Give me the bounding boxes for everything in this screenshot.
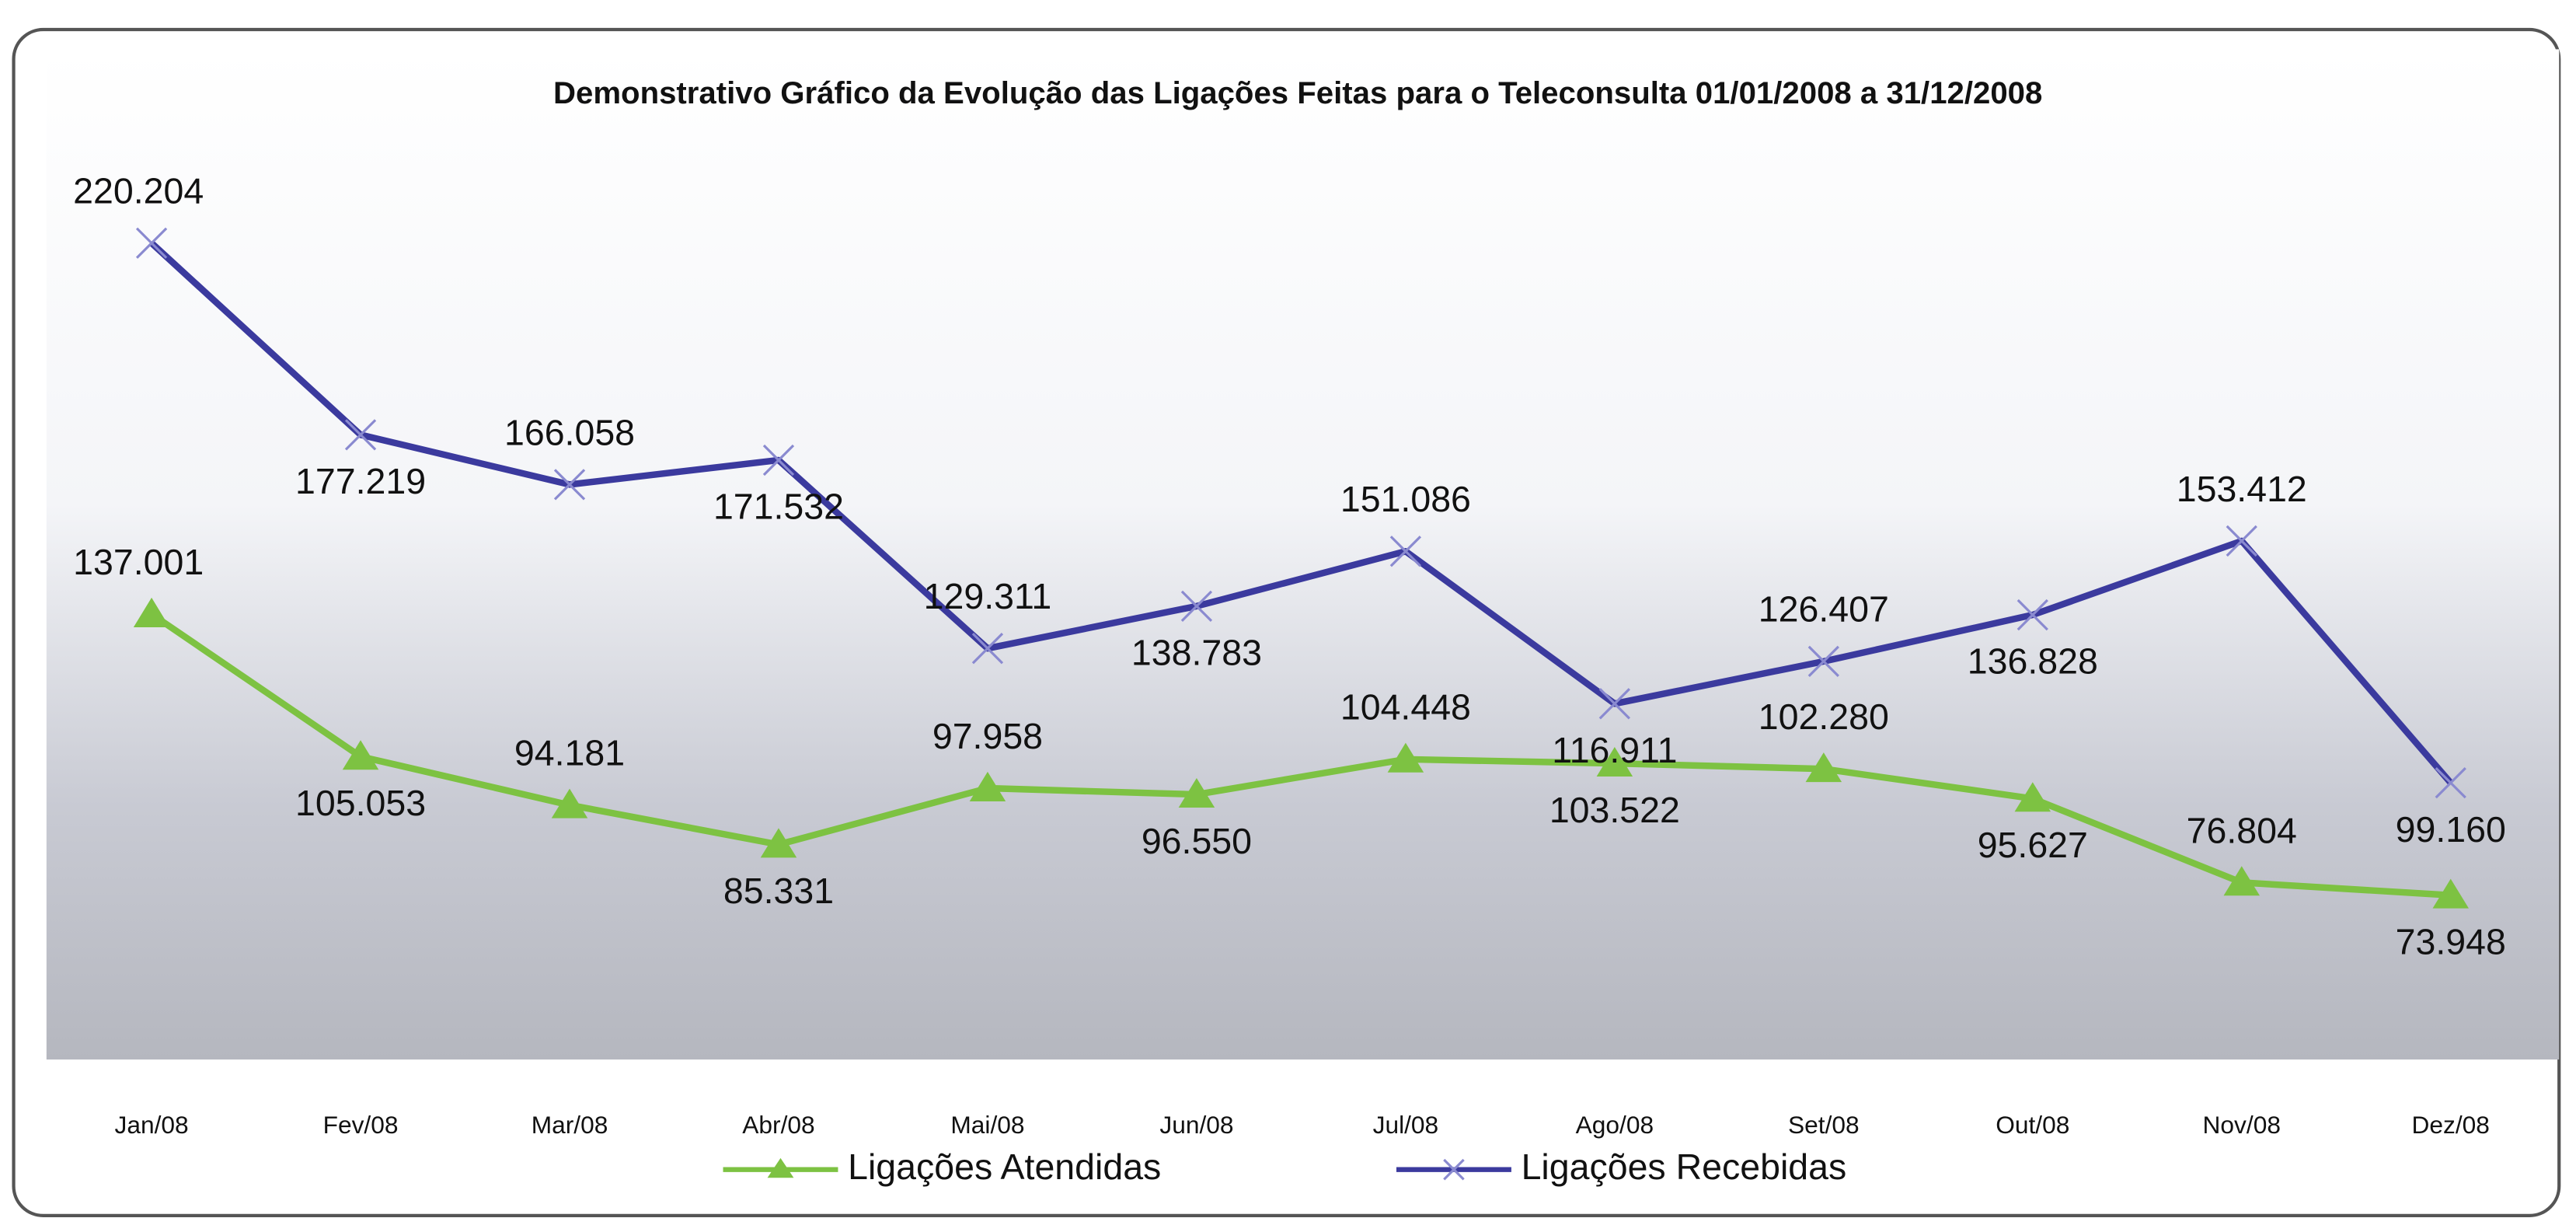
- legend-marker: [1443, 1158, 1465, 1181]
- x-tick-label: Out/08: [1996, 1111, 2069, 1139]
- x-tick-label: Abr/08: [742, 1111, 814, 1139]
- point-marker: [2432, 878, 2469, 909]
- data-label: 171.532: [713, 487, 844, 527]
- point-marker: [2226, 525, 2257, 557]
- point-marker: [2223, 866, 2261, 896]
- point-marker: [1598, 688, 1631, 720]
- data-label: 94.181: [514, 733, 625, 773]
- point-marker: [1805, 752, 1842, 783]
- data-label: 104.448: [1340, 687, 1471, 728]
- point-marker: [135, 227, 168, 259]
- x-tick-label: Fev/08: [323, 1111, 399, 1139]
- data-label: 85.331: [723, 871, 834, 911]
- series-line: [149, 240, 2453, 785]
- x-tick-label: Nov/08: [2203, 1111, 2281, 1139]
- series-line: [149, 611, 2451, 899]
- data-label: 151.086: [1340, 479, 1471, 519]
- point-marker: [1389, 536, 1422, 567]
- point-marker: [760, 828, 797, 858]
- point-marker: [2017, 599, 2048, 631]
- data-label: 136.828: [1968, 641, 2098, 682]
- data-label: 137.001: [73, 542, 204, 582]
- legend-label: Ligações Recebidas: [1522, 1146, 1847, 1187]
- chart-title: Demonstrativo Gráfico da Evolução das Li…: [553, 77, 2043, 112]
- point-marker: [1596, 746, 1633, 777]
- data-label: 99.160: [2396, 809, 2506, 850]
- legend-label: Ligações Atendidas: [848, 1146, 1161, 1187]
- x-tick-label: Ago/08: [1576, 1111, 1654, 1139]
- point-marker: [1807, 645, 1839, 677]
- data-label: 73.948: [2396, 921, 2506, 962]
- data-label: 153.412: [2177, 469, 2307, 509]
- point-marker: [762, 444, 795, 476]
- plot-area: [46, 49, 2560, 1060]
- data-label: 177.219: [295, 461, 426, 501]
- x-tick-label: Mar/08: [532, 1111, 608, 1139]
- point-marker: [1178, 777, 1215, 808]
- data-label: 103.522: [1549, 790, 1680, 830]
- data-label: 97.958: [932, 716, 1043, 756]
- data-label: 76.804: [2187, 810, 2297, 850]
- point-marker: [342, 740, 379, 770]
- data-label: 138.783: [1131, 633, 1262, 673]
- data-label: 105.053: [295, 783, 426, 823]
- point-marker: [2435, 766, 2466, 799]
- point-marker: [971, 633, 1004, 665]
- point-marker: [1387, 742, 1424, 773]
- data-label: 126.407: [1759, 589, 1889, 630]
- x-tick-label: Set/08: [1788, 1111, 1860, 1139]
- data-label: 96.550: [1142, 821, 1252, 861]
- x-tick-label: Jun/08: [1159, 1111, 1233, 1139]
- x-tick-label: Jan/08: [115, 1111, 189, 1139]
- data-label: 166.058: [504, 412, 635, 452]
- point-marker: [133, 597, 170, 627]
- point-marker: [553, 469, 586, 501]
- title-box: Demonstrativo Gráfico da Evolução das Li…: [553, 77, 2043, 112]
- point-marker: [969, 771, 1006, 801]
- data-label: 102.280: [1759, 696, 1889, 737]
- point-marker: [344, 419, 377, 451]
- point-marker: [2014, 782, 2051, 812]
- x-tick-label: Mai/08: [950, 1111, 1024, 1139]
- data-label: 116.911: [1552, 730, 1677, 770]
- x-tick-label: Dez/08: [2412, 1111, 2490, 1139]
- data-label: 220.204: [73, 171, 204, 211]
- data-label: 95.627: [1978, 825, 2088, 865]
- x-tick-label: Jul/08: [1373, 1111, 1439, 1139]
- point-marker: [1180, 590, 1213, 622]
- data-label: 129.311: [924, 576, 1052, 616]
- point-marker: [551, 788, 588, 818]
- legend-marker: [767, 1157, 794, 1178]
